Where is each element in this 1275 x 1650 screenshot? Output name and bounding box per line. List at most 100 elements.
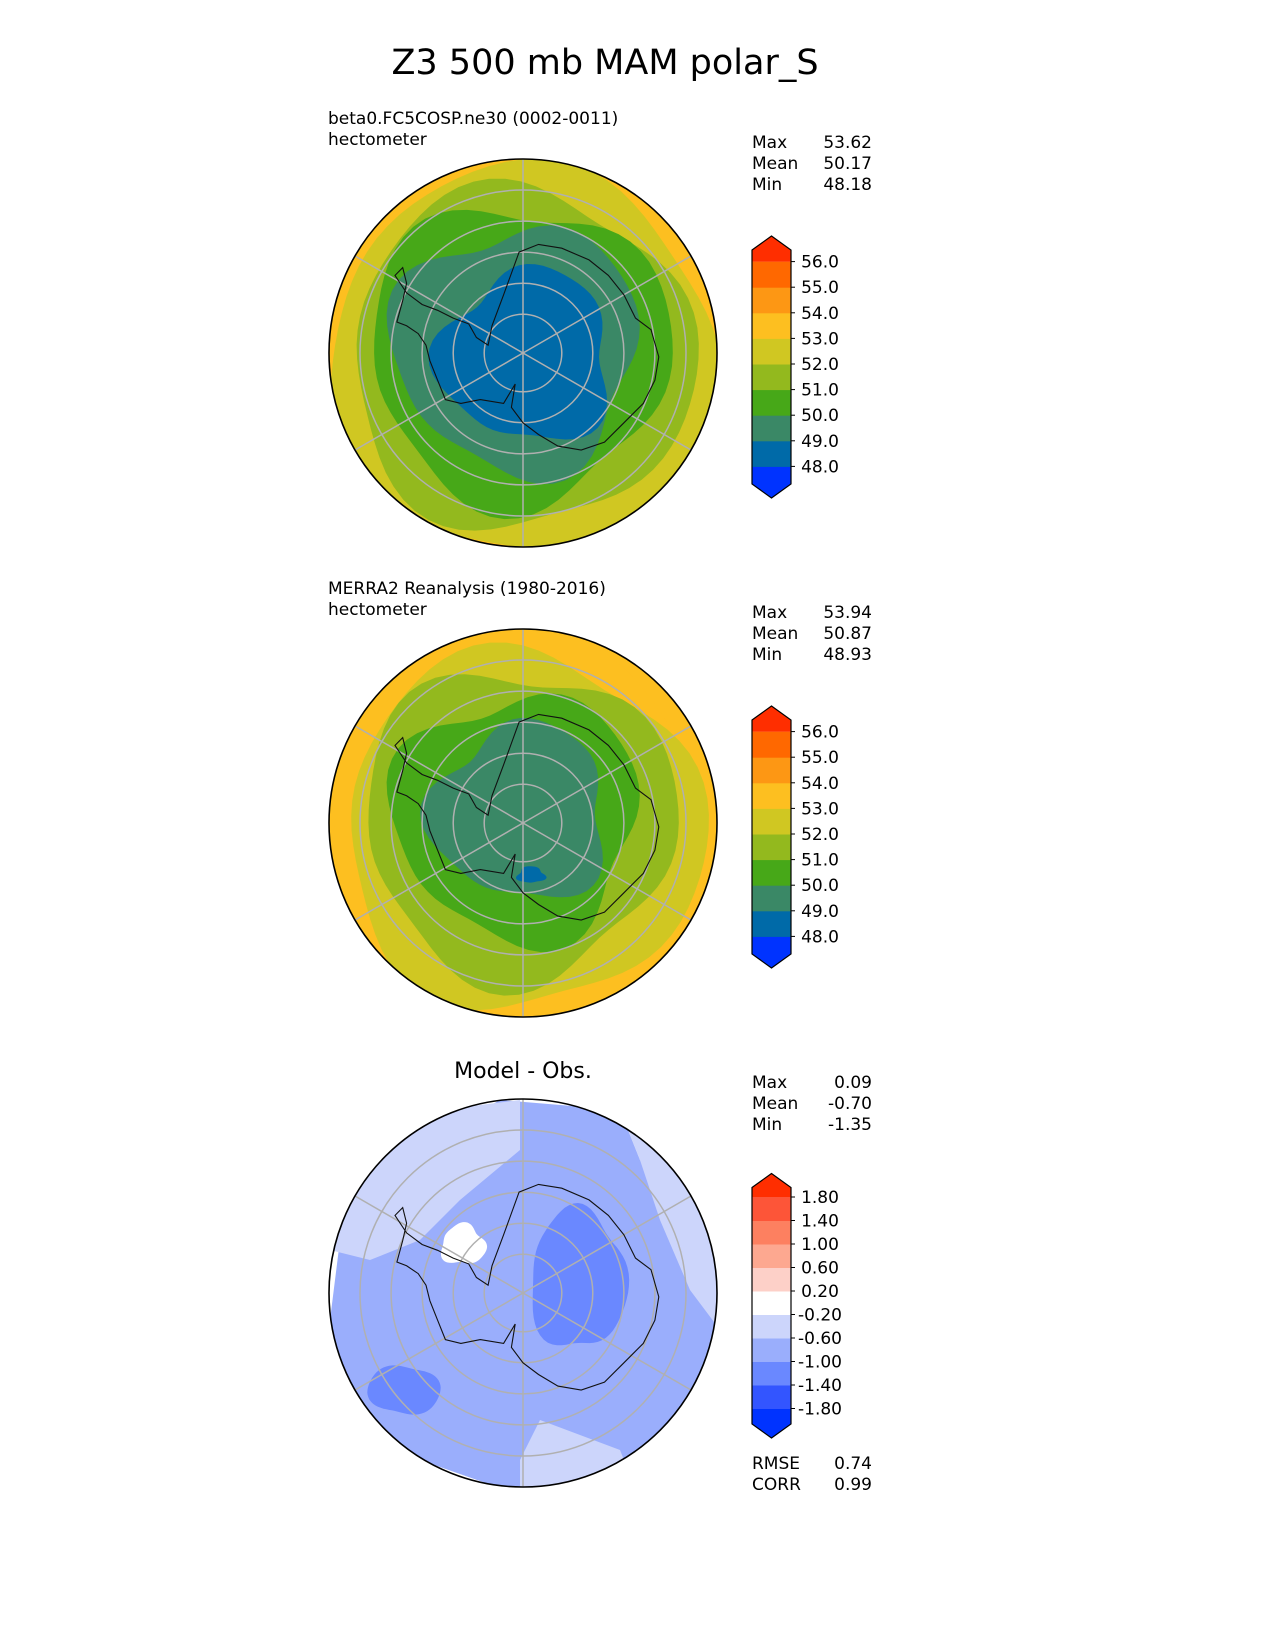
stat-min-value: 48.18 xyxy=(823,175,872,195)
stat-rmse-label: RMSE xyxy=(752,1454,800,1474)
stat-mean-value: 50.17 xyxy=(823,154,872,174)
meridian-4 xyxy=(354,1292,524,1391)
map-area xyxy=(329,159,717,547)
colorbar-tick-label-0: 48.0 xyxy=(801,457,839,477)
colorbar-segment-4 xyxy=(752,364,791,391)
colorbar-segment-7 xyxy=(752,757,791,784)
colorbar-segment-6 xyxy=(752,1267,791,1292)
stat-mean-label: Mean xyxy=(752,1094,798,1114)
gridlines xyxy=(354,1099,692,1487)
map-area xyxy=(329,1099,717,1487)
colorbar-segment-8 xyxy=(752,1220,791,1245)
stat-rmse-value: 0.74 xyxy=(834,1454,872,1474)
colorbar-tick-label-6: 0.60 xyxy=(801,1259,839,1279)
colorbar-extend-max xyxy=(752,1173,791,1197)
meridian-5 xyxy=(354,725,524,824)
contour-band--1.00 xyxy=(532,1203,630,1346)
colorbar-tick-label-8: 56.0 xyxy=(801,253,839,273)
colorbar-segment-5 xyxy=(752,1291,791,1315)
colorbar-extend-max xyxy=(752,706,791,732)
stat-mean-value: -0.70 xyxy=(828,1094,872,1114)
colorbar-tick-label-2: -1.00 xyxy=(798,1353,842,1373)
colorbar-segment-3 xyxy=(752,1338,791,1362)
colorbar-tick-label-1: 49.0 xyxy=(801,902,839,922)
stat-max-value: 0.09 xyxy=(834,1073,872,1093)
colorbar-segment-1 xyxy=(752,1385,791,1409)
colorbar-tick-label-4: 52.0 xyxy=(801,825,839,845)
colorbar-tick-label-7: 55.0 xyxy=(801,748,839,768)
colorbar-segment-4 xyxy=(752,1314,791,1339)
antarctica-coastline xyxy=(394,713,660,921)
panel-label: MERRA2 Reanalysis (1980-2016) xyxy=(328,579,606,599)
colorbar-segment-1 xyxy=(752,910,791,937)
colorbar-tick-label-8: 56.0 xyxy=(801,723,839,743)
colorbar-segment-3 xyxy=(752,859,791,886)
colorbar-tick-label-4: -0.20 xyxy=(798,1306,842,1326)
panel-units: hectometer xyxy=(328,130,427,150)
meridian-1 xyxy=(522,255,692,354)
colorbar-outline xyxy=(751,1172,792,1439)
panel-reference-obs: MERRA2 Reanalysis (1980-2016)hectometer M… xyxy=(328,579,872,1018)
colorbar-segment-7 xyxy=(752,287,791,314)
stat-min-label: Min xyxy=(752,175,782,195)
colorbar-extend-min xyxy=(752,936,791,968)
colorbar-segment-2 xyxy=(752,415,791,442)
colorbar-tick-label-2: 50.0 xyxy=(801,876,839,896)
colorbar: 48.0 49.0 50.0 51.0 52.0 53.0 54.0 55.0 56.0 xyxy=(751,705,839,969)
colorbar: 48.0 49.0 50.0 51.0 52.0 53.0 54.0 55.0 56.0 xyxy=(751,235,839,499)
stat-mean-label: Mean xyxy=(752,624,798,644)
gridlines xyxy=(354,629,692,1017)
meridian-2 xyxy=(522,1292,692,1391)
meridian-1 xyxy=(522,725,692,824)
map-border xyxy=(328,158,718,548)
colorbar-tick-label-4: 52.0 xyxy=(801,355,839,375)
meridian-5 xyxy=(354,255,524,354)
colorbar-tick-label-3: 51.0 xyxy=(801,851,839,871)
colorbar-segment-3 xyxy=(752,389,791,416)
meridian-4 xyxy=(354,352,524,451)
colorbar-extend-max xyxy=(752,236,791,262)
antarctica-coastline xyxy=(394,243,660,451)
stat-max-value: 53.62 xyxy=(823,133,872,153)
panel-difference: Model - Obs. Max 0.09 Mean -0.70 Min -1.35 -1.8… xyxy=(328,1059,872,1495)
stat-max-label: Max xyxy=(752,133,787,153)
colorbar-segment-6 xyxy=(752,782,791,809)
colorbar-segment-8 xyxy=(752,731,791,758)
meridian-5 xyxy=(354,1195,524,1294)
stat-mean-label: Mean xyxy=(752,154,798,174)
stat-max-label: Max xyxy=(752,603,787,623)
colorbar-segment-5 xyxy=(752,808,791,835)
stat-mean-value: 50.87 xyxy=(823,624,872,644)
stat-min-label: Min xyxy=(752,645,782,665)
meridian-4 xyxy=(354,822,524,921)
stat-min-value: -1.35 xyxy=(828,1115,872,1135)
colorbar-tick-label-2: 50.0 xyxy=(801,406,839,426)
colorbar-tick-label-6: 54.0 xyxy=(801,304,839,324)
colorbar-segment-4 xyxy=(752,834,791,861)
colorbar-outline xyxy=(751,705,792,969)
colorbar-tick-label-6: 54.0 xyxy=(801,774,839,794)
colorbar-tick-label-1: -1.40 xyxy=(798,1376,842,1396)
antarctica-coastline xyxy=(394,1183,660,1391)
colorbar: -1.80 -1.40 -1.00 -0.60 -0.20 0.20 0.60 1.00 1.4… xyxy=(751,1172,842,1439)
meridian-1 xyxy=(522,1195,692,1294)
colorbar-segment-2 xyxy=(752,1361,791,1386)
stat-min-label: Min xyxy=(752,1115,782,1135)
panel-title: Model - Obs. xyxy=(454,1059,592,1084)
colorbar-tick-label-7: 55.0 xyxy=(801,278,839,298)
colorbar-tick-label-0: -1.80 xyxy=(798,1400,842,1420)
colorbar-extend-min xyxy=(752,1408,791,1438)
stat-corr-value: 0.99 xyxy=(834,1475,872,1495)
colorbar-segment-8 xyxy=(752,261,791,288)
colorbar-tick-label-5: 0.20 xyxy=(801,1282,839,1302)
colorbar-segment-7 xyxy=(752,1244,791,1268)
panel-units: hectometer xyxy=(328,600,427,620)
colorbar-outline xyxy=(751,235,792,499)
panel-test-model: beta0.FC5COSP.ne30 (0002-0011)hectometer… xyxy=(328,109,872,548)
colorbar-segment-6 xyxy=(752,312,791,339)
colorbar-tick-label-5: 53.0 xyxy=(801,799,839,819)
colorbar-tick-label-0: 48.0 xyxy=(801,927,839,947)
meridian-2 xyxy=(522,822,692,921)
panel-label: beta0.FC5COSP.ne30 (0002-0011) xyxy=(328,109,618,129)
